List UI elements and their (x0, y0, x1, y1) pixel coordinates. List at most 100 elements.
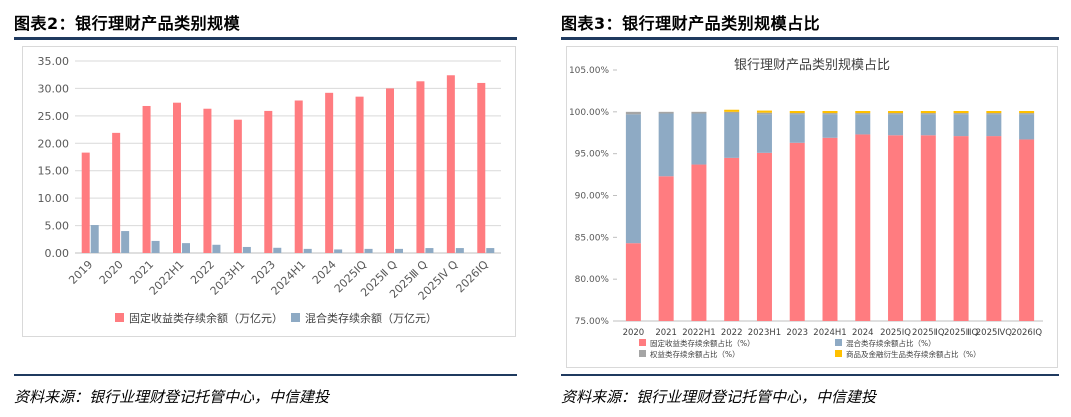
right-stacked-chart: 银行理财产品类别规模占比 75.00% 80.00% 85.00% 90.00% 95.0… (569, 58, 1043, 359)
bar-mixed (364, 248, 373, 253)
legend-swatch (835, 350, 842, 357)
stacked-segment-equity (1019, 113, 1035, 115)
stacked-segment-equity (658, 111, 674, 114)
y-tick-label: 10.00 (38, 192, 70, 205)
legend-swatch (639, 350, 646, 357)
legend-swatch (291, 313, 300, 322)
legend-label: 固定收益类存续余额占比（%） (650, 338, 755, 348)
stacked-segment-mixed (986, 114, 1002, 137)
bar-mixed (90, 225, 99, 253)
x-tick-label: 2019 (66, 258, 95, 287)
left-chart-frame: 0.00 5.00 10.00 15.00 20.00 25.00 30.00 35.00 20… (22, 46, 516, 337)
x-tick-label: 2025ⅡQ (912, 328, 945, 338)
bar-mixed (121, 231, 130, 253)
stacked-segment-equity (920, 113, 936, 115)
x-tick-label: 2025ⅠQ (880, 328, 911, 338)
x-tick-label: 2020 (623, 328, 645, 338)
stacked-segment-fixed-income (953, 136, 969, 321)
y-tick-label: 15.00 (38, 165, 70, 178)
stacked-segment-equity (625, 111, 641, 115)
y-tick-label: 85.00% (575, 233, 610, 243)
legend-label: 混合类存续余额（万亿元） (305, 311, 437, 325)
bar-fixed-income (233, 119, 242, 253)
x-tick-label: 2022H1 (682, 328, 715, 338)
stacked-segment-mixed (1019, 114, 1035, 140)
stacked-segment-fixed-income (658, 176, 674, 321)
left-source-note: 资料来源：银行业理财登记托管中心，中信建投 (14, 388, 330, 406)
x-tick-label: 2025ⅢQ (944, 328, 978, 338)
stacked-segment-mixed (691, 113, 707, 165)
legend-label: 权益类存续余额占比（%） (650, 349, 740, 359)
stacked-segment-commodity (855, 110, 871, 114)
legend-label: 混合类存续余额占比（%） (846, 338, 936, 348)
stacked-segment-equity (756, 112, 772, 115)
stacked-segment-mixed (888, 114, 904, 136)
stacked-segment-fixed-income (888, 135, 904, 321)
legend-label: 固定收益类存续余额（万亿元） (129, 311, 283, 325)
bar-mixed (303, 248, 312, 253)
y-tick-label: 90.00% (575, 192, 610, 202)
stacked-segment-commodity (953, 110, 969, 114)
stacked-segment-commodity (789, 110, 805, 114)
stacked-segment-fixed-income (920, 135, 936, 321)
x-tick-label: 2022 (721, 328, 743, 338)
y-tick-label: 75.00% (575, 317, 610, 327)
x-tick-label: 2026ⅠQ (453, 258, 491, 296)
legend-swatch (115, 313, 124, 322)
stacked-segment-mixed (625, 114, 641, 244)
bar-fixed-income (355, 96, 364, 254)
left-source-rule (14, 374, 517, 376)
stacked-segment-fixed-income (756, 152, 772, 321)
stacked-segment-mixed (724, 113, 740, 158)
bar-fixed-income (142, 105, 151, 254)
bar-fixed-income (264, 110, 273, 253)
stacked-segment-fixed-income (1019, 139, 1035, 321)
stacked-segment-mixed (658, 113, 674, 177)
x-tick-label: 2024H1 (813, 328, 846, 338)
stacked-segment-commodity (986, 110, 1002, 114)
legend-swatch (835, 339, 842, 346)
stacked-segment-fixed-income (855, 134, 871, 321)
stacked-segment-fixed-income (625, 243, 641, 321)
legend-label: 商品及金融衍生品类存续余额占比（%） (846, 349, 981, 359)
x-tick-label: 2021 (655, 328, 677, 338)
stacked-segment-fixed-income (691, 164, 707, 321)
bar-mixed (455, 248, 464, 253)
x-tick-label: 2023 (786, 328, 808, 338)
stacked-segment-mixed (822, 114, 838, 138)
stacked-segment-mixed (920, 114, 936, 136)
stacked-segment-commodity (724, 109, 740, 112)
bar-fixed-income (325, 92, 334, 253)
y-tick-label: 0.00 (45, 247, 70, 260)
stacked-segment-equity (691, 111, 707, 114)
stacked-segment-equity (822, 113, 838, 115)
stacked-segment-commodity (756, 110, 772, 113)
stacked-segment-mixed (756, 114, 772, 153)
right-title-rule (561, 37, 1059, 40)
stacked-segment-commodity (1019, 110, 1035, 114)
bar-mixed (395, 248, 403, 253)
y-tick-label: 80.00% (575, 275, 610, 285)
bar-mixed (425, 248, 434, 253)
x-tick-label: 2026ⅠQ (1011, 328, 1042, 338)
bar-mixed (182, 243, 190, 253)
stacked-segment-fixed-income (822, 137, 838, 321)
x-tick-label: 2024 (852, 328, 874, 338)
bar-fixed-income (446, 75, 455, 254)
stacked-segment-commodity (822, 110, 838, 114)
legend-swatch (639, 339, 646, 346)
bar-fixed-income (173, 102, 181, 253)
stacked-segment-commodity (920, 110, 936, 114)
bar-fixed-income (203, 108, 212, 254)
y-tick-label: 20.00 (38, 137, 70, 150)
bar-mixed (151, 240, 160, 253)
bar-fixed-income (416, 81, 425, 253)
bar-mixed (273, 247, 282, 253)
stacked-segment-equity (888, 113, 904, 115)
chart-title: 银行理财产品类别规模占比 (734, 58, 890, 73)
x-tick-label: 2023H1 (748, 328, 781, 338)
y-tick-label: 5.00 (45, 220, 70, 233)
stacked-segment-mixed (789, 114, 805, 143)
right-source-rule (561, 374, 1059, 376)
y-tick-label: 35.00 (38, 55, 70, 68)
